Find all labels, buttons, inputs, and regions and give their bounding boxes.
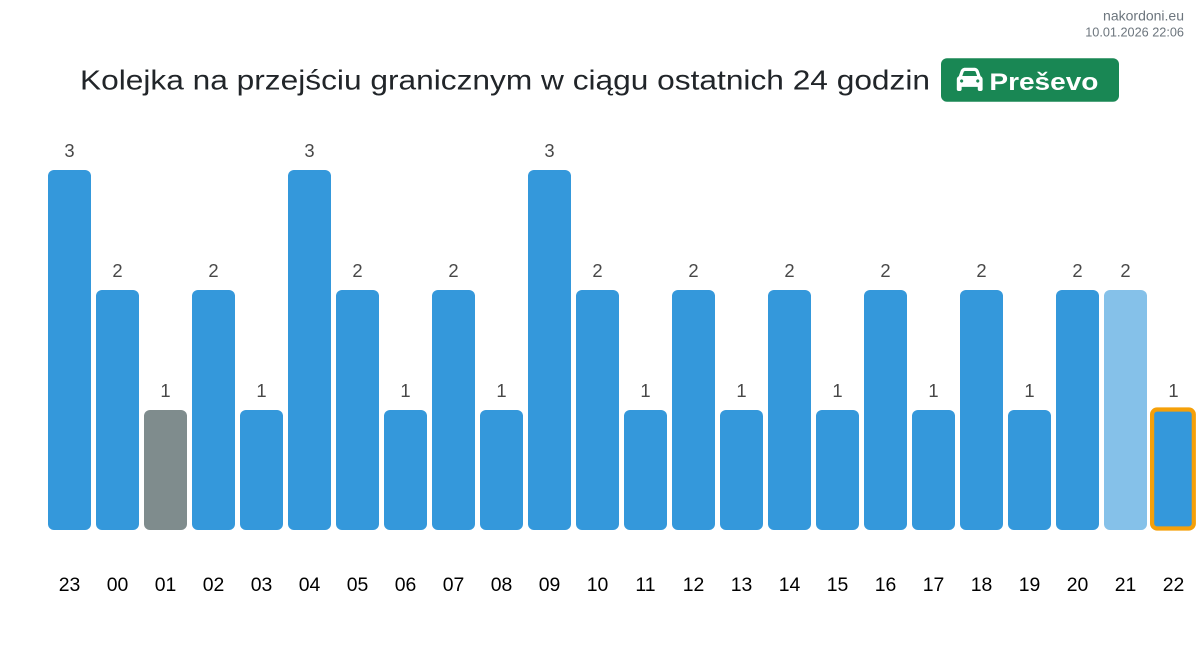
svg-text:2: 2 [784,260,794,281]
svg-text:2: 2 [1072,260,1082,281]
svg-text:3: 3 [544,140,554,161]
svg-text:1: 1 [832,380,842,401]
svg-text:1: 1 [496,380,506,401]
svg-text:2: 2 [112,260,122,281]
svg-text:1: 1 [736,380,746,401]
svg-text:00: 00 [107,574,129,596]
svg-text:09: 09 [539,574,561,596]
svg-text:07: 07 [443,574,465,596]
svg-text:19: 19 [1019,574,1041,596]
svg-text:2: 2 [880,260,890,281]
svg-text:nakordoni.eu: nakordoni.eu [1103,8,1184,24]
svg-text:3: 3 [64,140,74,161]
svg-text:06: 06 [395,574,417,596]
svg-text:03: 03 [251,574,273,596]
svg-text:22: 22 [1163,574,1185,596]
svg-text:13: 13 [731,574,753,596]
svg-text:21: 21 [1115,574,1137,596]
svg-text:2: 2 [1120,260,1130,281]
svg-text:12: 12 [683,574,705,596]
svg-text:05: 05 [347,574,369,596]
svg-text:Preševo: Preševo [989,69,1098,96]
svg-text:Kolejka na przejściu graniczny: Kolejka na przejściu granicznym w ciągu … [80,65,930,96]
svg-text:1: 1 [256,380,266,401]
svg-text:11: 11 [635,574,655,596]
svg-text:23: 23 [59,574,81,596]
svg-text:2: 2 [592,260,602,281]
svg-text:1: 1 [1024,380,1034,401]
svg-text:15: 15 [827,574,849,596]
svg-text:2: 2 [352,260,362,281]
svg-text:1: 1 [1168,380,1178,401]
svg-text:1: 1 [928,380,938,401]
svg-text:1: 1 [400,380,410,401]
svg-text:10: 10 [587,574,609,596]
svg-text:1: 1 [640,380,650,401]
svg-text:17: 17 [923,574,945,596]
svg-text:16: 16 [875,574,897,596]
svg-text:20: 20 [1067,574,1089,596]
svg-text:1: 1 [160,380,170,401]
svg-text:18: 18 [971,574,993,596]
svg-text:2: 2 [976,260,986,281]
svg-text:01: 01 [155,574,177,596]
svg-text:10.01.2026 22:06: 10.01.2026 22:06 [1085,26,1184,40]
svg-text:2: 2 [208,260,218,281]
svg-text:2: 2 [688,260,698,281]
svg-text:08: 08 [491,574,513,596]
svg-text:14: 14 [779,574,801,596]
svg-text:02: 02 [203,574,225,596]
svg-text:3: 3 [304,140,314,161]
svg-text:04: 04 [299,574,321,596]
svg-text:2: 2 [448,260,458,281]
